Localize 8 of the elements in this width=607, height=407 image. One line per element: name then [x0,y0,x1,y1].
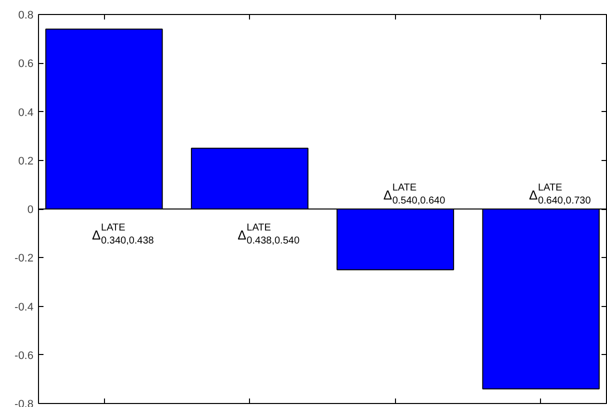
y-tick-label: 0 [27,204,34,216]
y-tick-label: -0.2 [14,252,34,265]
y-tick-label: 0.6 [18,58,34,70]
y-tick-label: -0.4 [14,301,34,314]
y-tick-label: -0.6 [14,350,34,362]
y-tick-label: 0.2 [18,155,34,168]
y-tick-label: 0.4 [18,106,34,119]
y-tick-label: 0.8 [18,10,34,22]
